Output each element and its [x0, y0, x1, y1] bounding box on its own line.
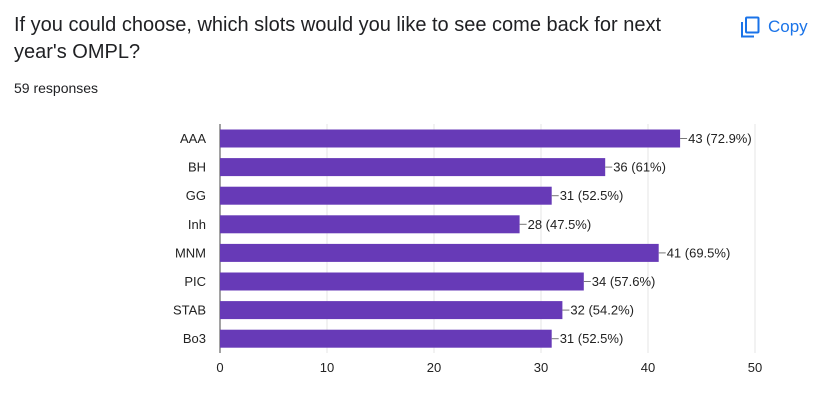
copy-label: Copy [768, 17, 808, 36]
category-label: GG [186, 188, 206, 203]
response-count: 59 responses [14, 80, 99, 96]
copy-button[interactable]: Copy [740, 12, 808, 42]
bar [220, 272, 584, 291]
data-label: 34 (57.6%) [592, 274, 656, 289]
data-label: 43 (72.9%) [688, 131, 752, 146]
question-title: If you could choose, which slots would y… [14, 14, 662, 63]
copy-icon [740, 16, 760, 38]
x-tick-label: 30 [534, 360, 548, 375]
x-tick-label: 20 [427, 360, 441, 375]
bar [220, 129, 681, 148]
x-tick-label: 0 [216, 360, 223, 375]
x-tick-label: 40 [641, 360, 655, 375]
category-label: PIC [184, 274, 206, 289]
data-label: 28 (47.5%) [528, 217, 592, 232]
x-tick-label: 50 [748, 360, 762, 375]
data-label: 31 (52.5%) [560, 331, 624, 346]
category-label: MNM [175, 245, 206, 260]
data-label: 41 (69.5%) [667, 245, 731, 260]
data-label: 32 (54.2%) [570, 303, 634, 318]
bar [220, 301, 563, 320]
bar [220, 329, 552, 348]
data-label: 36 (61%) [613, 160, 666, 175]
category-label: AAA [180, 131, 206, 146]
category-label: Inh [188, 217, 206, 232]
x-tick-label: 10 [320, 360, 334, 375]
bar [220, 158, 606, 177]
category-label: BH [188, 160, 206, 175]
bar [220, 215, 520, 234]
data-label: 31 (52.5%) [560, 188, 624, 203]
category-label: STAB [173, 303, 206, 318]
category-label: Bo3 [183, 331, 206, 346]
bar [220, 186, 552, 205]
bar [220, 243, 659, 262]
